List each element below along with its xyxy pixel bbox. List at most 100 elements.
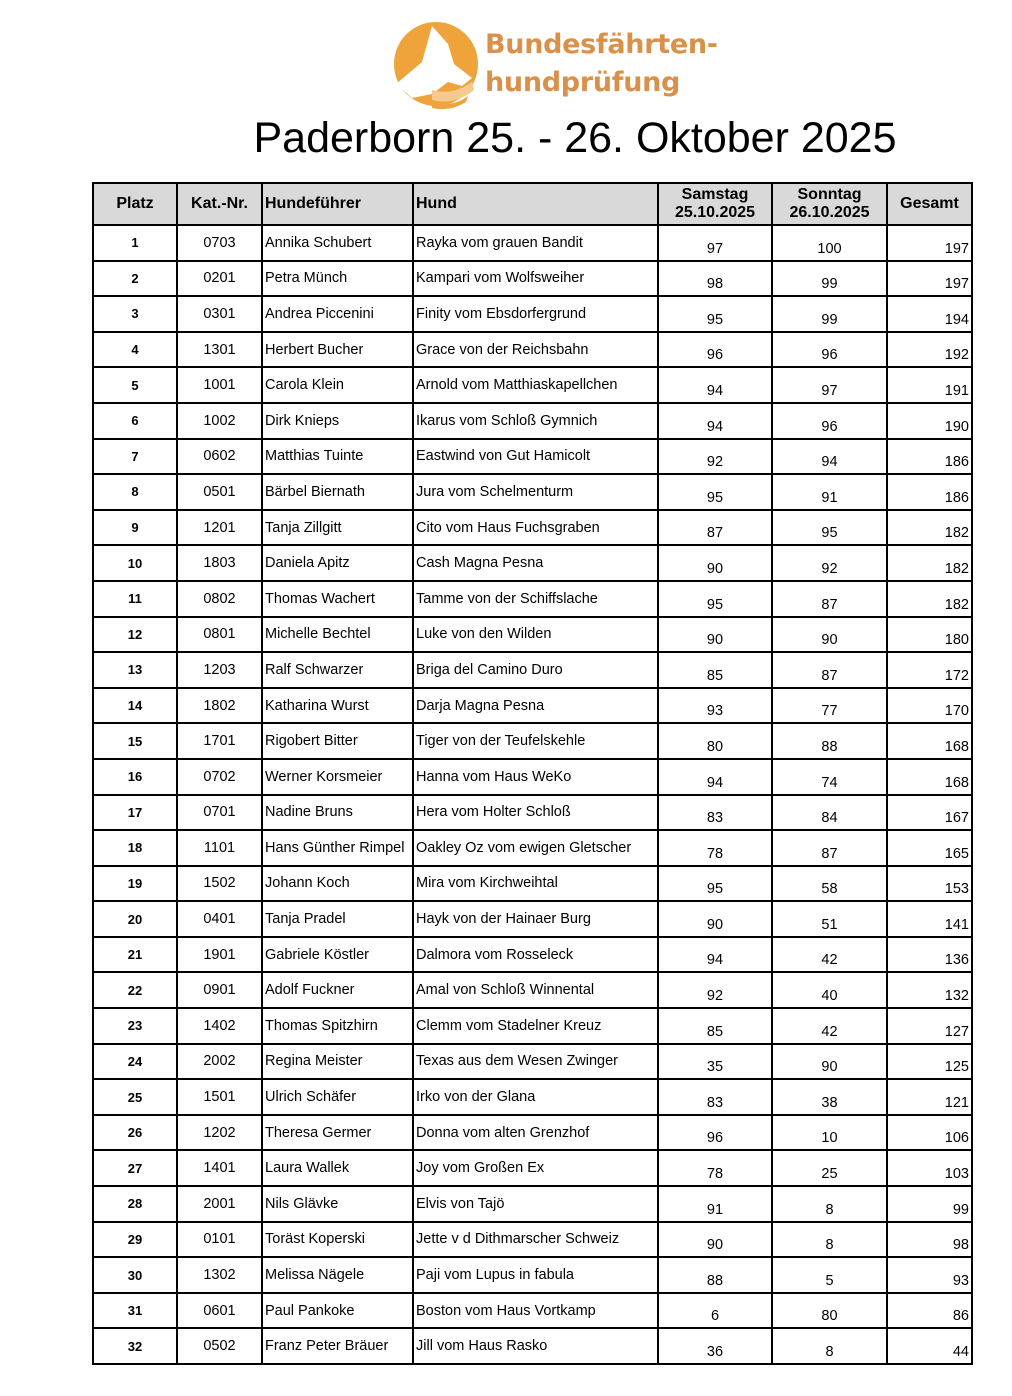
kat-nr-cell: 0901 xyxy=(176,971,263,1010)
hund-cell: Ikarus vom Schloß Gymnich xyxy=(412,401,659,440)
gesamt-score-cell: 182 xyxy=(886,508,973,547)
hundefuehrer-cell: Herbert Bucher xyxy=(261,330,414,369)
hundefuehrer-cell: Toräst Koperski xyxy=(261,1220,414,1259)
gesamt-score-cell: 98 xyxy=(886,1220,973,1259)
kat-nr-cell: 0602 xyxy=(176,437,263,476)
platz-cell: 15 xyxy=(92,722,178,760)
table-row: 2 0201 Petra Münch Kampari vom Wolfsweiher 9… xyxy=(92,259,973,298)
gesamt-score-cell: 172 xyxy=(886,651,973,689)
gesamt-score-cell: 44 xyxy=(886,1327,973,1365)
kat-nr-cell: 1501 xyxy=(176,1078,263,1116)
kat-nr-cell: 0801 xyxy=(176,615,263,654)
header-sonntag-day: Sonntag xyxy=(797,186,862,203)
header-hundefuehrer: Hundeführer xyxy=(261,182,414,226)
samstag-score-cell: 95 xyxy=(657,295,773,333)
hundefuehrer-cell: Regina Meister xyxy=(261,1042,414,1081)
kat-nr-cell: 0101 xyxy=(176,1220,263,1259)
sonntag-score-cell: 5 xyxy=(771,1256,888,1294)
kat-nr-cell: 0501 xyxy=(176,473,263,511)
platz-cell: 22 xyxy=(92,971,178,1010)
gesamt-score-cell: 136 xyxy=(886,935,973,974)
samstag-score-cell: 94 xyxy=(657,935,773,974)
platz-cell: 7 xyxy=(92,437,178,476)
hundefuehrer-cell: Thomas Spitzhirn xyxy=(261,1007,414,1045)
gesamt-score-cell: 194 xyxy=(886,295,973,333)
header-samstag-date: 25.10.2025 xyxy=(674,204,756,221)
gesamt-score-cell: 132 xyxy=(886,971,973,1010)
hund-cell: Elvis von Tajö xyxy=(412,1185,659,1223)
hund-cell: Jura vom Schelmenturm xyxy=(412,473,659,511)
table-row: 32 0502 Franz Peter Bräuer Jill vom Haus Ra… xyxy=(92,1327,973,1365)
table-row: 17 0701 Nadine Bruns Hera vom Holter Schloß… xyxy=(92,793,973,832)
platz-cell: 16 xyxy=(92,757,178,796)
table-row: 24 2002 Regina Meister Texas aus dem Wesen … xyxy=(92,1042,973,1081)
hundefuehrer-cell: Petra Münch xyxy=(261,259,414,298)
gesamt-score-cell: 106 xyxy=(886,1113,973,1152)
sonntag-score-cell: 87 xyxy=(771,829,888,867)
platz-cell: 18 xyxy=(92,829,178,867)
kat-nr-cell: 2002 xyxy=(176,1042,263,1081)
hundefuehrer-cell: Gabriele Köstler xyxy=(261,935,414,974)
table-row: 18 1101 Hans Günther Rimpel Oakley Oz vom e… xyxy=(92,829,973,867)
hund-cell: Tiger von der Teufelskehle xyxy=(412,722,659,760)
table-row: 29 0101 Toräst Koperski Jette v d Dithmarsc… xyxy=(92,1220,973,1259)
samstag-score-cell: 36 xyxy=(657,1327,773,1365)
platz-cell: 30 xyxy=(92,1256,178,1294)
hund-cell: Jette v d Dithmarscher Schweiz xyxy=(412,1220,659,1259)
platz-cell: 21 xyxy=(92,935,178,974)
samstag-score-cell: 96 xyxy=(657,330,773,369)
platz-cell: 4 xyxy=(92,330,178,369)
gesamt-score-cell: 180 xyxy=(886,615,973,654)
hundefuehrer-cell: Johann Koch xyxy=(261,864,414,903)
samstag-score-cell: 94 xyxy=(657,757,773,796)
hund-cell: Cash Magna Pesna xyxy=(412,544,659,582)
hund-cell: Hanna vom Haus WeKo xyxy=(412,757,659,796)
gesamt-score-cell: 190 xyxy=(886,401,973,440)
samstag-score-cell: 92 xyxy=(657,437,773,476)
samstag-score-cell: 98 xyxy=(657,259,773,298)
header-gesamt: Gesamt xyxy=(886,182,973,226)
samstag-score-cell: 92 xyxy=(657,971,773,1010)
sonntag-score-cell: 77 xyxy=(771,686,888,725)
gesamt-score-cell: 182 xyxy=(886,544,973,582)
table-row: 20 0401 Tanja Pradel Hayk von der Hainaer B… xyxy=(92,900,973,938)
samstag-score-cell: 90 xyxy=(657,900,773,938)
sonntag-score-cell: 38 xyxy=(771,1078,888,1116)
kat-nr-cell: 2001 xyxy=(176,1185,263,1223)
gesamt-score-cell: 170 xyxy=(886,686,973,725)
hund-cell: Hayk von der Hainaer Burg xyxy=(412,900,659,938)
table-row: 23 1402 Thomas Spitzhirn Clemm vom Stadelne… xyxy=(92,1007,973,1045)
kat-nr-cell: 1002 xyxy=(176,401,263,440)
hundefuehrer-cell: Nadine Bruns xyxy=(261,793,414,832)
hundefuehrer-cell: Ulrich Schäfer xyxy=(261,1078,414,1116)
gesamt-score-cell: 182 xyxy=(886,579,973,618)
table-row: 26 1202 Theresa Germer Donna vom alten Gren… xyxy=(92,1113,973,1152)
table-row: 14 1802 Katharina Wurst Darja Magna Pesna 93… xyxy=(92,686,973,725)
sonntag-score-cell: 99 xyxy=(771,295,888,333)
gesamt-score-cell: 125 xyxy=(886,1042,973,1081)
table-row: 22 0901 Adolf Fuckner Amal von Schloß Winne… xyxy=(92,971,973,1010)
page-title: Paderborn 25. - 26. Oktober 2025 xyxy=(253,114,897,162)
gesamt-score-cell: 86 xyxy=(886,1291,973,1330)
hund-cell: Grace von der Reichsbahn xyxy=(412,330,659,369)
hundefuehrer-cell: Katharina Wurst xyxy=(261,686,414,725)
hund-cell: Finity vom Ebsdorfergrund xyxy=(412,295,659,333)
table-row: 11 0802 Thomas Wachert Tamme von der Schiff… xyxy=(92,579,973,618)
hundefuehrer-cell: Nils Glävke xyxy=(261,1185,414,1223)
samstag-score-cell: 80 xyxy=(657,722,773,760)
hund-cell: Donna vom alten Grenzhof xyxy=(412,1113,659,1152)
platz-cell: 31 xyxy=(92,1291,178,1330)
sonntag-score-cell: 91 xyxy=(771,473,888,511)
platz-cell: 24 xyxy=(92,1042,178,1081)
hundefuehrer-cell: Paul Pankoke xyxy=(261,1291,414,1330)
hund-cell: Mira vom Kirchweihtal xyxy=(412,864,659,903)
hundefuehrer-cell: Melissa Nägele xyxy=(261,1256,414,1294)
samstag-score-cell: 85 xyxy=(657,651,773,689)
platz-cell: 2 xyxy=(92,259,178,298)
hundefuehrer-cell: Werner Korsmeier xyxy=(261,757,414,796)
kat-nr-cell: 0301 xyxy=(176,295,263,333)
hund-cell: Hera vom Holter Schloß xyxy=(412,793,659,832)
gesamt-score-cell: 93 xyxy=(886,1256,973,1294)
sonntag-score-cell: 94 xyxy=(771,437,888,476)
hundefuehrer-cell: Hans Günther Rimpel xyxy=(261,829,414,867)
